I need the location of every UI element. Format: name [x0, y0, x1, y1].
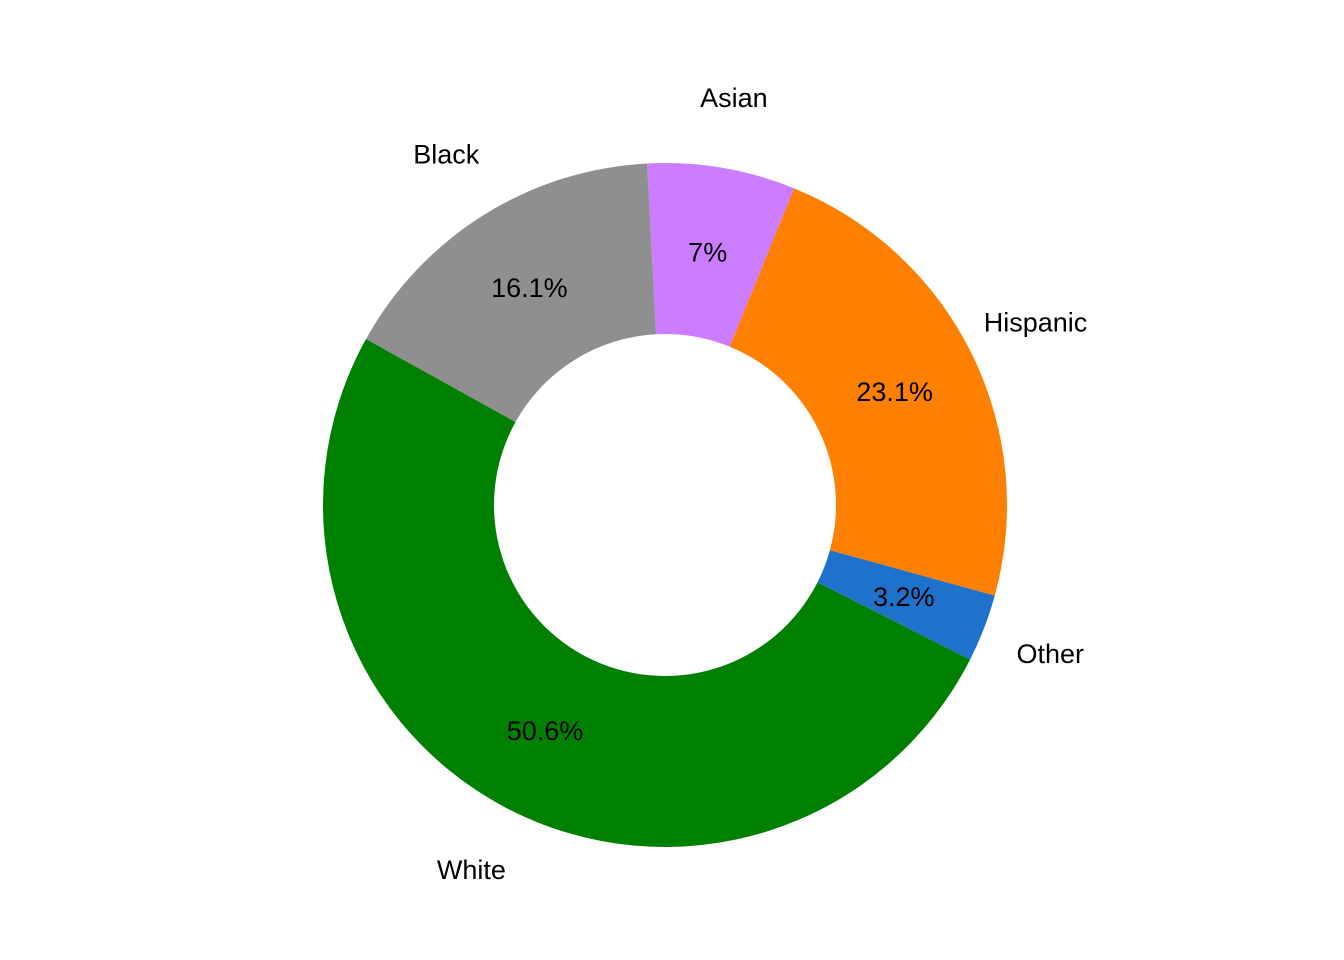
slice-black — [365, 163, 657, 422]
percent-label-asian: 7% — [688, 238, 727, 268]
slice-asian — [647, 163, 795, 347]
category-label-hispanic: Hispanic — [984, 308, 1088, 338]
category-label-white: White — [437, 855, 506, 885]
slice-white — [323, 338, 971, 847]
category-label-other: Other — [1016, 639, 1084, 669]
slice-hispanic — [729, 188, 1007, 596]
category-label-asian: Asian — [700, 83, 768, 113]
slice-other — [817, 550, 995, 660]
category-label-black: Black — [413, 140, 480, 170]
percent-label-white: 50.6% — [507, 716, 584, 746]
percent-label-black: 16.1% — [491, 273, 568, 303]
percent-label-other: 3.2% — [873, 582, 935, 612]
category-label-group: Asian Hispanic Other White Black — [413, 83, 1087, 885]
percent-label-hispanic: 23.1% — [856, 377, 933, 407]
slice-group — [323, 163, 1007, 847]
percent-label-group: 7% 23.1% 3.2% 50.6% 16.1% — [491, 238, 934, 747]
